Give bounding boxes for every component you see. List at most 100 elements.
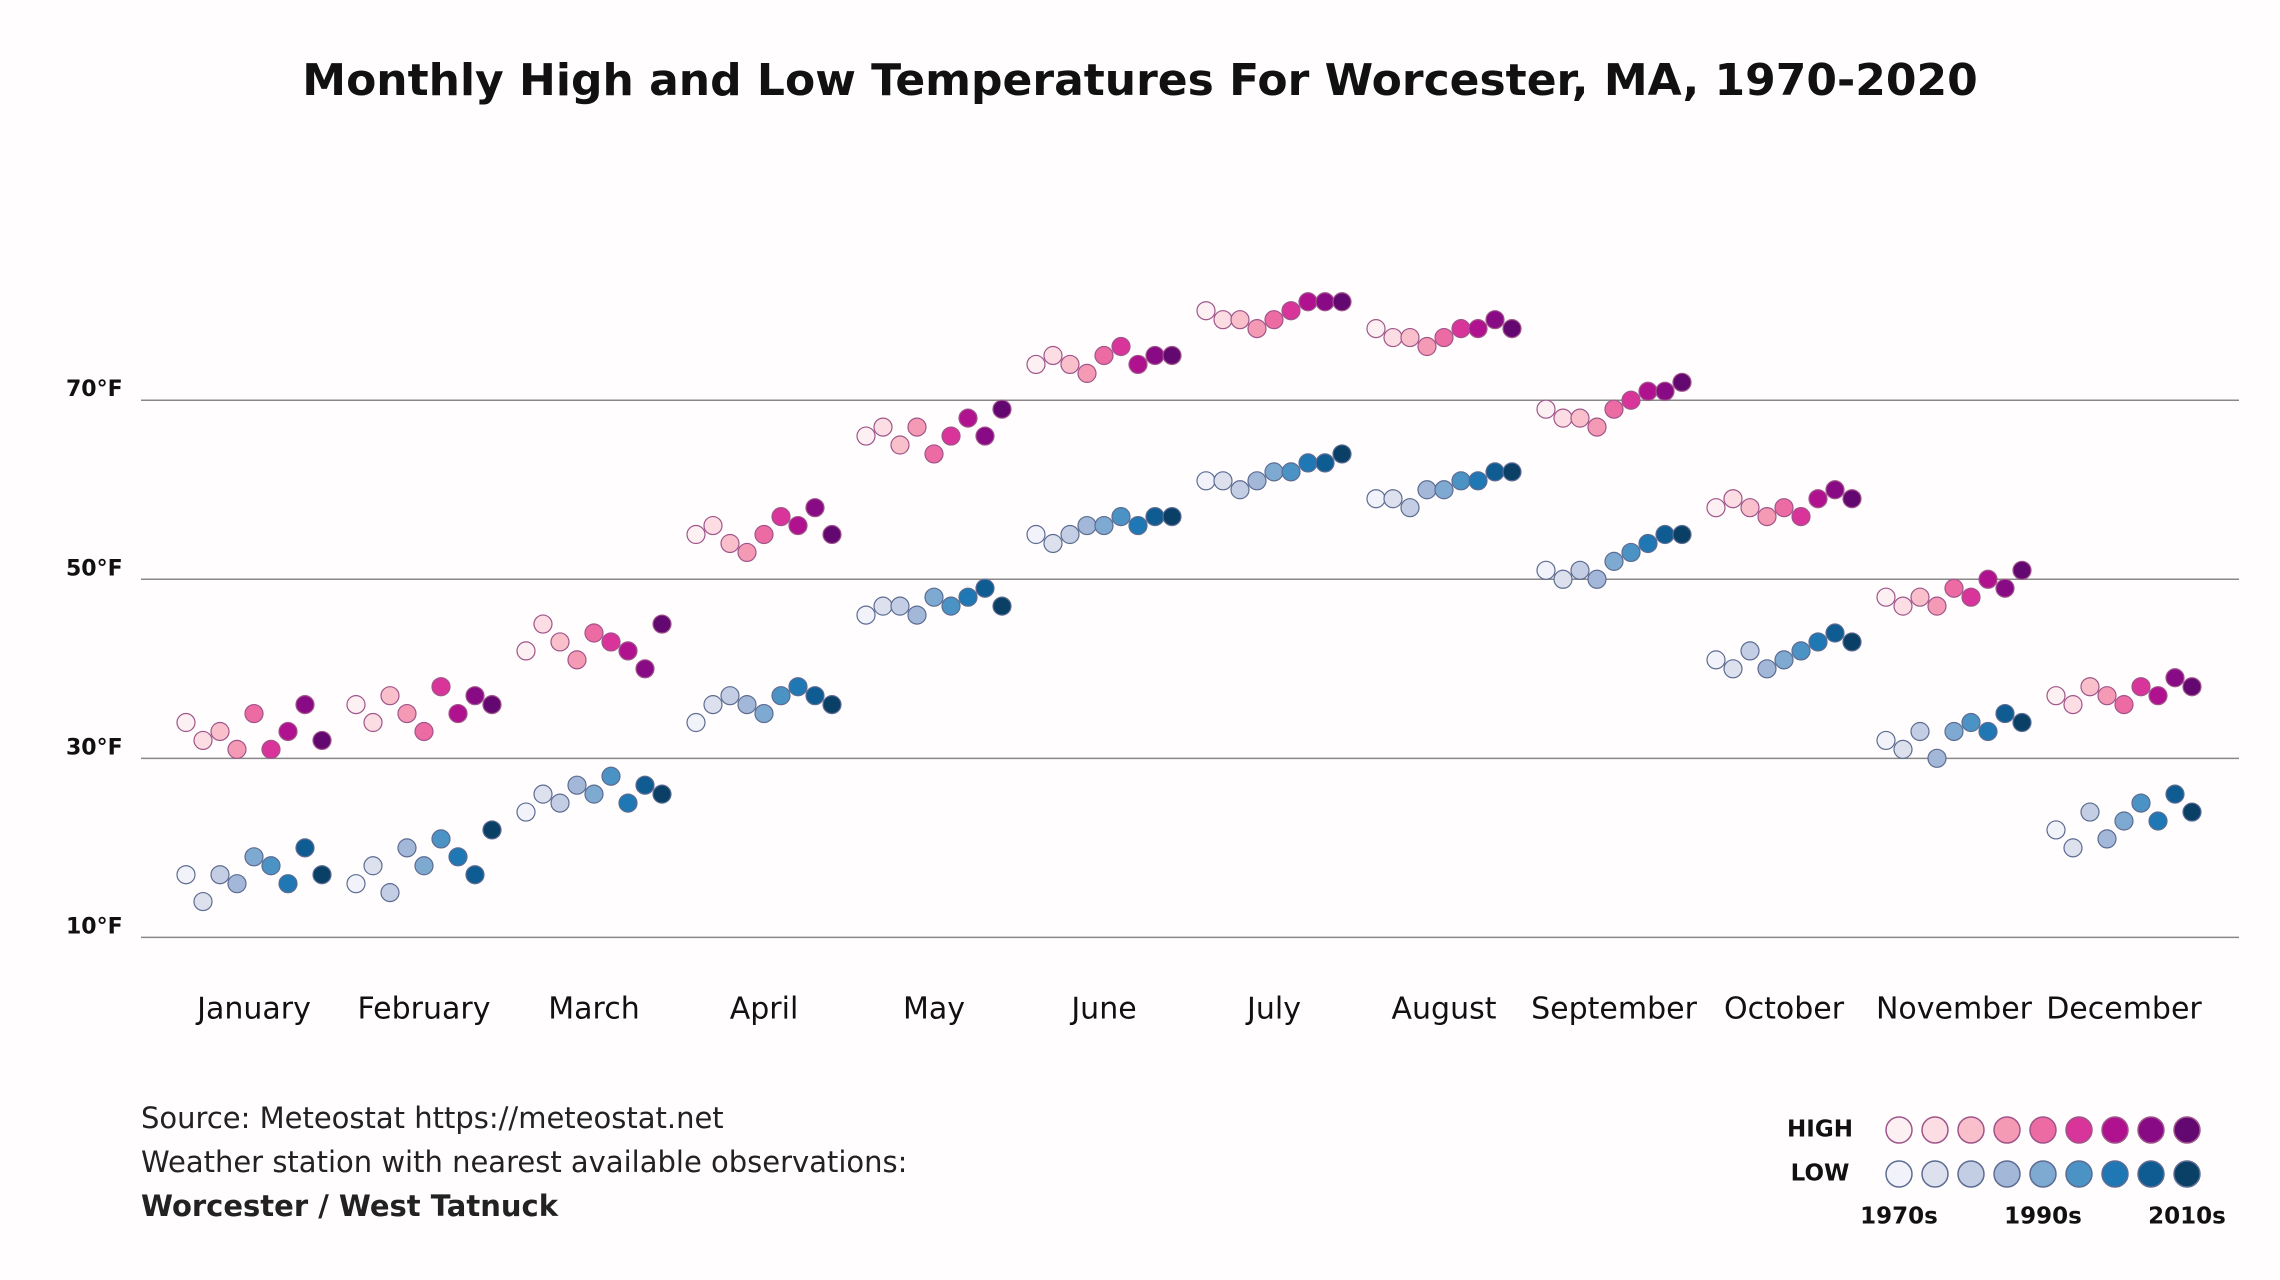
x-tick-label: February [358, 992, 491, 1027]
source-line: Source: Meteostat https://meteostat.net [141, 1101, 724, 1135]
data-point [1961, 587, 1981, 607]
legend-swatch [1957, 1160, 1985, 1188]
data-point [295, 695, 315, 715]
data-point [2114, 811, 2134, 831]
data-point [1655, 381, 1675, 401]
data-point [890, 435, 910, 455]
x-tick-label: October [1724, 992, 1845, 1027]
legend-label: HIGH [1787, 1117, 1853, 1143]
legend-swatch [1921, 1160, 1949, 1188]
data-point [737, 542, 757, 563]
data-point [1213, 471, 1233, 491]
data-point [1893, 739, 1913, 759]
data-point [1638, 381, 1658, 401]
data-point [788, 677, 808, 697]
data-point [533, 784, 553, 804]
data-point [2148, 686, 2168, 706]
data-point [1213, 310, 1233, 330]
data-point [1417, 480, 1437, 500]
data-point [805, 686, 825, 706]
data-point [822, 695, 842, 715]
data-point [1298, 453, 1318, 473]
data-point [2063, 838, 2083, 858]
data-point [1995, 578, 2015, 598]
data-point [2165, 784, 2185, 804]
data-point [1162, 507, 1182, 527]
data-point [1196, 471, 1216, 491]
data-point [465, 686, 485, 706]
data-point [1332, 292, 1352, 312]
data-point [176, 865, 196, 885]
data-point [1264, 462, 1284, 482]
legend-label: LOW [1791, 1161, 1850, 1187]
data-point [193, 730, 213, 751]
legend-swatch [1957, 1116, 1985, 1144]
data-point [533, 614, 553, 634]
data-point [2182, 677, 2202, 697]
data-point [1196, 301, 1216, 321]
data-point [1808, 489, 1828, 509]
data-point [1927, 748, 1947, 768]
data-point [1740, 641, 1760, 661]
legend-swatch [2065, 1116, 2093, 1144]
data-point [975, 426, 995, 446]
data-point [805, 498, 825, 518]
data-point [227, 739, 247, 759]
data-point [1162, 345, 1182, 366]
legend-swatch [2137, 1116, 2165, 1144]
data-point [1298, 292, 1318, 312]
data-point [890, 596, 910, 616]
data-point [1961, 712, 1981, 733]
data-point [771, 507, 791, 527]
data-point [2114, 695, 2134, 715]
data-point [703, 515, 723, 536]
x-tick-label: September [1531, 992, 1697, 1027]
data-point [363, 712, 383, 733]
data-point [737, 695, 757, 715]
data-point [873, 596, 893, 616]
x-tick-label: May [903, 992, 965, 1027]
data-point [1740, 498, 1760, 518]
data-point [1043, 345, 1063, 366]
data-point [1468, 471, 1488, 491]
data-point [2063, 695, 2083, 715]
source-station: Worcester / West Tatnuck [141, 1189, 559, 1223]
data-point [261, 739, 281, 759]
data-point [1774, 498, 1794, 518]
data-point [1281, 301, 1301, 321]
data-point [1757, 659, 1777, 679]
data-point [1638, 533, 1658, 554]
data-point [193, 891, 213, 912]
data-point [1995, 703, 2015, 724]
data-point [1876, 587, 1896, 607]
data-point [1485, 310, 1505, 330]
legend-swatch [2101, 1160, 2129, 1188]
legend-bin-label: 2010s [2148, 1204, 2226, 1230]
legend-swatch [2137, 1160, 2165, 1188]
data-point [2012, 560, 2032, 580]
data-point [1791, 507, 1811, 527]
data-point [618, 793, 638, 813]
data-point [1825, 623, 1845, 643]
source-line: Weather station with nearest available o… [141, 1145, 907, 1179]
data-point [278, 721, 298, 742]
data-point [1604, 551, 1624, 571]
data-point [1587, 417, 1607, 437]
data-point [1757, 507, 1777, 527]
data-point [1502, 319, 1522, 339]
data-point [431, 829, 451, 849]
data-point [2080, 802, 2100, 822]
data-point [1672, 524, 1692, 545]
data-point [176, 712, 196, 733]
data-point [567, 650, 587, 670]
data-point [1978, 569, 1998, 589]
data-point [1128, 515, 1148, 536]
data-point [414, 856, 434, 876]
data-point [686, 712, 706, 733]
x-tick-label: December [2046, 992, 2202, 1027]
data-point [1842, 489, 1862, 509]
data-point [992, 399, 1012, 419]
data-point [295, 838, 315, 858]
data-point [1825, 480, 1845, 500]
